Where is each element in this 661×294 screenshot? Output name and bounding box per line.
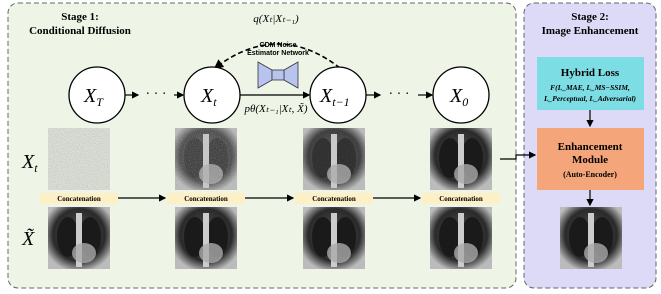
network-label: Estimator Network [247,50,309,57]
node-sub: t−1 [332,95,349,109]
stage2-title: Stage 2: [571,11,609,23]
xray [430,128,492,190]
output-xray [560,207,622,269]
condition-xray [430,207,492,269]
node-main: X [83,85,97,107]
enhancement-title: Module [572,154,608,166]
row-main: X [21,151,35,173]
stage1-title: Stage 1: [61,11,99,23]
hybrid-loss-formula: F(L_MAE, L_MS−SSIM, [550,83,630,92]
row-label: X̃ [21,227,35,250]
concat-label: Concatenation [57,195,101,203]
noise-image [48,128,110,190]
reverse-label: pθ(Xₜ₋₁|Xₜ, X̃) [243,102,307,115]
node-sub: 0 [462,95,468,109]
condition-xray [175,207,237,269]
ellipsis: · · · [146,87,167,102]
network-label: CDM Noise [260,42,297,49]
network-icon [272,70,284,80]
concat-label: Concatenation [312,195,356,203]
enhancement-subtitle: (Auto-Encoder) [563,170,617,179]
hybrid-loss-title: Hybrid Loss [561,67,620,79]
hybrid-loss-formula: L_Perceptual, L_Adversarial) [543,94,637,103]
node-main: X [200,85,214,107]
stage1-title: Conditional Diffusion [29,25,131,37]
diagram: Stage 1: Conditional Diffusion Stage 2: … [0,0,661,294]
ellipsis: · · · [389,87,410,102]
condition-xray [303,207,365,269]
forward-label: q(Xₜ|Xₜ₋₁) [253,13,299,25]
enhancement-title: Enhancement [558,141,623,153]
noisy-xray [303,128,365,190]
stage2-title: Image Enhancement [542,25,639,37]
concat-label: Concatenation [184,195,228,203]
condition-xray [48,207,110,269]
row-main: X̃ [21,227,35,250]
node-main: X [319,85,333,107]
concat-label: Concatenation [439,195,483,203]
noisy-xray [175,128,237,190]
node-main: X [449,85,463,107]
